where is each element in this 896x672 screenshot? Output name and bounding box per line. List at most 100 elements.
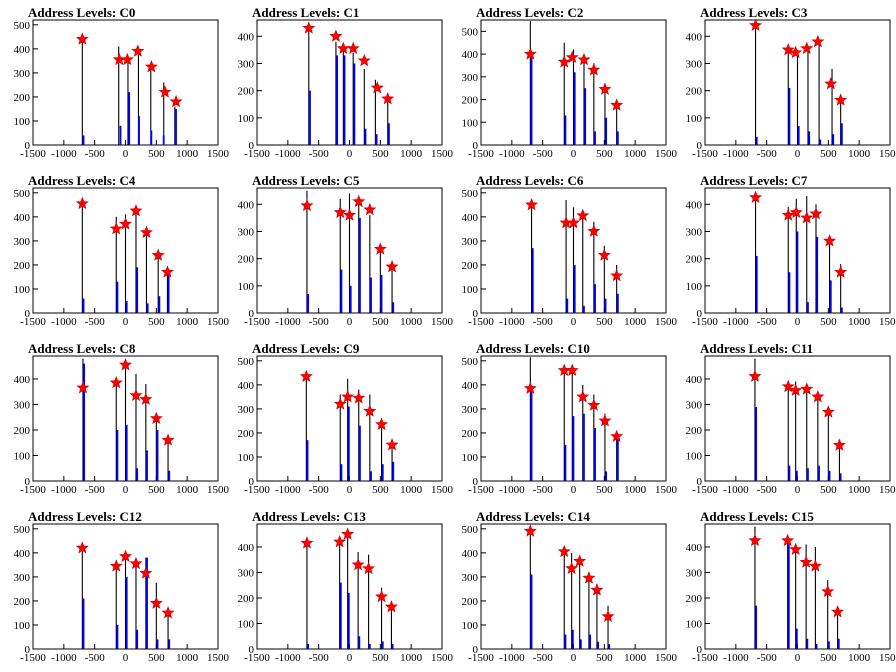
- x-tick-label: 1000: [624, 148, 647, 160]
- level-star-marker: [363, 202, 377, 216]
- level-star-marker: [362, 561, 376, 575]
- y-tick-label: 200: [14, 260, 31, 272]
- level-star-marker: [76, 381, 90, 394]
- y-tick-label: 200: [238, 428, 255, 440]
- y-tick-label: 300: [686, 567, 703, 579]
- y-tick-label: 500: [462, 26, 479, 38]
- level-star-marker: [161, 433, 175, 446]
- chart-title: Address Levels: C13: [252, 509, 366, 524]
- x-tick-label: 0: [571, 484, 577, 496]
- x-tick-label: 0: [795, 652, 801, 664]
- x-tick-label: 500: [148, 316, 165, 328]
- chart-panel-c10: Address Levels: C10 0 100 200 300 400 500 -1500…: [448, 336, 678, 504]
- y-tick-label: 0: [697, 308, 703, 320]
- y-tick-label: 0: [25, 140, 31, 152]
- level-star-marker: [375, 417, 389, 431]
- chart-svg: Address Levels: C3 0 100 200 300 400 -1500 -100…: [686, 5, 896, 160]
- y-tick-label: 100: [686, 450, 703, 462]
- level-star-marker: [119, 217, 132, 230]
- x-tick-label: -1500: [692, 484, 718, 496]
- y-tick-label: 400: [238, 542, 255, 554]
- level-star-marker: [834, 265, 848, 278]
- chart-svg: Address Levels: C13 0 100 200 300 400 -1500 -10…: [238, 509, 454, 664]
- level-star-marker: [590, 583, 604, 596]
- level-star-marker: [824, 77, 838, 90]
- level-star-marker: [781, 533, 795, 547]
- level-star-marker: [129, 388, 143, 402]
- level-star-marker: [370, 81, 384, 94]
- x-tick-label: 1500: [431, 148, 454, 160]
- y-tick-label: 0: [697, 140, 703, 152]
- chart-svg: Address Levels: C8 0 100 200 300 400 -1500 -100…: [14, 341, 230, 496]
- chart-panel-c9: Address Levels: C9 0 100 200 300 400 500 -1500-…: [224, 336, 454, 504]
- x-tick-label: -500: [757, 652, 778, 664]
- chart-panel-c7: Address Levels: C7 0 100 200 300 400 -1500 -100…: [672, 168, 896, 336]
- y-tick-label: 300: [462, 572, 479, 584]
- level-star-marker: [823, 234, 837, 247]
- chart-svg: Address Levels: C5 0 100 200 300 400 -1500 -100…: [238, 173, 454, 328]
- chart-panel-c13: Address Levels: C13 0 100 200 300 400 -1500 -10…: [224, 504, 454, 672]
- y-tick-label: 0: [249, 476, 255, 488]
- level-star-marker: [151, 248, 165, 261]
- x-tick-label: 500: [148, 652, 165, 664]
- y-tick-label: 100: [14, 116, 31, 128]
- chart-panel-c15: Address Levels: C15 0 100 200 300 400 -1500 -10…: [672, 504, 896, 672]
- level-star-marker: [587, 398, 601, 411]
- y-tick-label: 500: [462, 524, 479, 536]
- level-star-marker: [523, 47, 537, 60]
- y-tick-label: 500: [238, 356, 255, 368]
- y-tick-label: 100: [462, 452, 479, 464]
- x-tick-label: 1000: [848, 148, 871, 160]
- y-tick-label: 100: [14, 284, 31, 296]
- level-star-marker: [577, 52, 591, 66]
- x-tick-label: -1000: [275, 316, 301, 328]
- level-star-marker: [363, 404, 377, 417]
- level-star-marker: [129, 204, 143, 217]
- level-star-marker: [385, 259, 399, 273]
- y-tick-label: 400: [14, 548, 31, 560]
- level-star-marker: [75, 32, 89, 45]
- level-star-marker: [587, 224, 601, 237]
- y-tick-label: 100: [14, 620, 31, 632]
- x-tick-label: 0: [347, 316, 353, 328]
- x-tick-label: -1500: [468, 316, 494, 328]
- y-tick-label: 100: [238, 618, 255, 630]
- y-tick-label: 400: [462, 49, 479, 61]
- level-star-marker: [352, 194, 366, 208]
- y-tick-label: 0: [697, 476, 703, 488]
- x-tick-label: -1000: [51, 652, 77, 664]
- y-tick-label: 400: [686, 542, 703, 554]
- level-star-marker: [789, 383, 803, 396]
- level-star-marker: [299, 369, 313, 382]
- x-tick-label: 0: [571, 148, 577, 160]
- x-tick-label: 0: [123, 484, 129, 496]
- x-tick-label: -1500: [20, 316, 46, 328]
- y-tick-label: 500: [14, 188, 31, 200]
- level-star-marker: [748, 533, 762, 547]
- x-tick-label: 0: [795, 484, 801, 496]
- level-star-marker: [587, 63, 601, 76]
- y-tick-label: 0: [25, 308, 31, 320]
- level-star-marker: [158, 85, 172, 98]
- x-tick-label: -1500: [20, 652, 46, 664]
- y-tick-label: 100: [462, 620, 479, 632]
- y-tick-label: 400: [686, 31, 703, 43]
- level-star-marker: [789, 542, 803, 556]
- x-tick-label: 500: [372, 652, 389, 664]
- chart-panel-c14: Address Levels: C14 0 100 200 300 400 500 -1500…: [448, 504, 678, 672]
- y-tick-label: 300: [686, 399, 703, 411]
- x-tick-label: -1000: [723, 148, 749, 160]
- y-tick-label: 200: [686, 425, 703, 437]
- level-star-marker: [597, 248, 611, 261]
- x-tick-label: -1000: [723, 316, 749, 328]
- chart-title: Address Levels: C3: [700, 5, 808, 20]
- chart-svg: Address Levels: C90100200300400500-1500-…: [238, 341, 454, 496]
- y-tick-label: 100: [462, 117, 479, 129]
- level-star-marker: [525, 198, 539, 211]
- level-star-marker: [300, 536, 314, 549]
- x-tick-label: 500: [820, 652, 837, 664]
- x-tick-label: 0: [795, 316, 801, 328]
- x-tick-label: 1000: [176, 652, 199, 664]
- y-tick-label: 200: [14, 425, 31, 437]
- y-tick-label: 300: [14, 572, 31, 584]
